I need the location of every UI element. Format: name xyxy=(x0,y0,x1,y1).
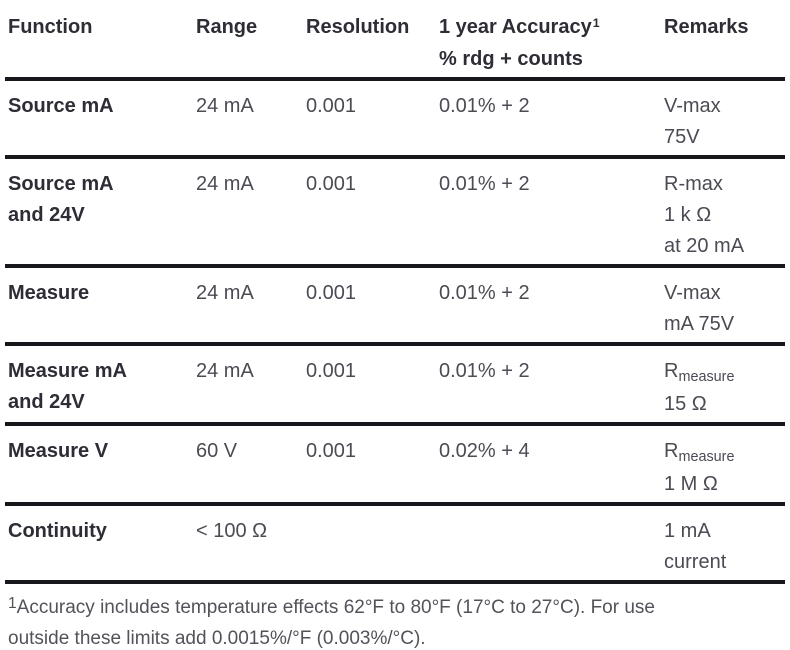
cell-accuracy: 0.01% + 2 xyxy=(439,173,530,195)
footnote-marker-superscript: 1 xyxy=(592,16,600,31)
cell-resolution: 0.001 xyxy=(306,173,357,195)
cell-resolution: 0.001 xyxy=(306,440,357,462)
cell-function: Continuity xyxy=(8,520,107,542)
cell-resolution xyxy=(306,516,439,578)
cell-range: 24 mA xyxy=(196,95,254,117)
footnote-line1: 1Accuracy includes temperature effects 6… xyxy=(8,595,655,618)
accuracy-header-line1: 1 year Accuracy1 xyxy=(439,16,600,38)
cell-range: 24 mA xyxy=(196,282,254,304)
table-body: Source mA 24 mA 0.001 0.01% + 2 V-max 75V Sour… xyxy=(0,81,790,584)
cell-function: Measure V xyxy=(8,440,109,462)
cell-remarks: Rmeasure 15 Ω xyxy=(664,360,735,415)
column-header-resolution: Resolution xyxy=(306,16,410,38)
cell-remarks: 1 mA current xyxy=(664,520,727,573)
cell-remarks: V-max 75V xyxy=(664,95,721,148)
table-header-row: Function Range Resolution 1 year Accurac… xyxy=(5,0,785,81)
footnote: 1Accuracy includes temperature effects 6… xyxy=(5,584,785,650)
cell-range: 24 mA xyxy=(196,360,254,382)
cell-resolution: 0.001 xyxy=(306,360,357,382)
cell-remarks: V-max mA 75V xyxy=(664,282,735,335)
cell-accuracy: 0.01% + 2 xyxy=(439,95,530,117)
column-header-range: Range xyxy=(196,16,258,38)
column-header-accuracy: 1 year Accuracy1 % rdg + counts xyxy=(439,12,664,74)
cell-accuracy: 0.01% + 2 xyxy=(439,282,530,304)
cell-function: Measure mA and 24V xyxy=(8,360,127,413)
cell-function: Measure xyxy=(8,282,90,304)
table-row: Measure mA and 24V 24 mA 0.001 0.01% + 2 Rmea… xyxy=(5,346,785,426)
cell-resolution: 0.001 xyxy=(306,282,357,304)
cell-accuracy xyxy=(439,516,664,578)
table-row: Source mA 24 mA 0.001 0.01% + 2 V-max 75V xyxy=(5,81,785,159)
cell-function: Source mA and 24V xyxy=(8,173,114,226)
table-row: Measure V 60 V 0.001 0.02% + 4 Rmeasure 1 M Ω xyxy=(5,426,785,506)
cell-accuracy: 0.01% + 2 xyxy=(439,360,530,382)
cell-function: Source mA xyxy=(8,95,114,117)
table-row: Source mA and 24V 24 mA 0.001 0.01% + 2 R-max… xyxy=(5,159,785,268)
cell-range: 60 V xyxy=(196,440,238,462)
accuracy-header-line2: % rdg + counts xyxy=(439,48,583,70)
footnote-marker: 1 xyxy=(8,595,17,613)
cell-range: < 100 Ω xyxy=(196,520,268,542)
cell-resolution: 0.001 xyxy=(306,95,357,117)
cell-remarks: Rmeasure 1 M Ω xyxy=(664,440,735,495)
cell-accuracy: 0.02% + 4 xyxy=(439,440,530,462)
table-row: Measure 24 mA 0.001 0.01% + 2 V-max mA 75V xyxy=(5,268,785,346)
column-header-remarks: Remarks xyxy=(664,16,749,38)
cell-range: 24 mA xyxy=(196,173,254,195)
column-header-function: Function xyxy=(8,16,93,38)
table-row: Continuity < 100 Ω 1 mA current xyxy=(5,506,785,584)
footnote-line2: outside these limits add 0.0015%/°F (0.0… xyxy=(8,628,426,649)
